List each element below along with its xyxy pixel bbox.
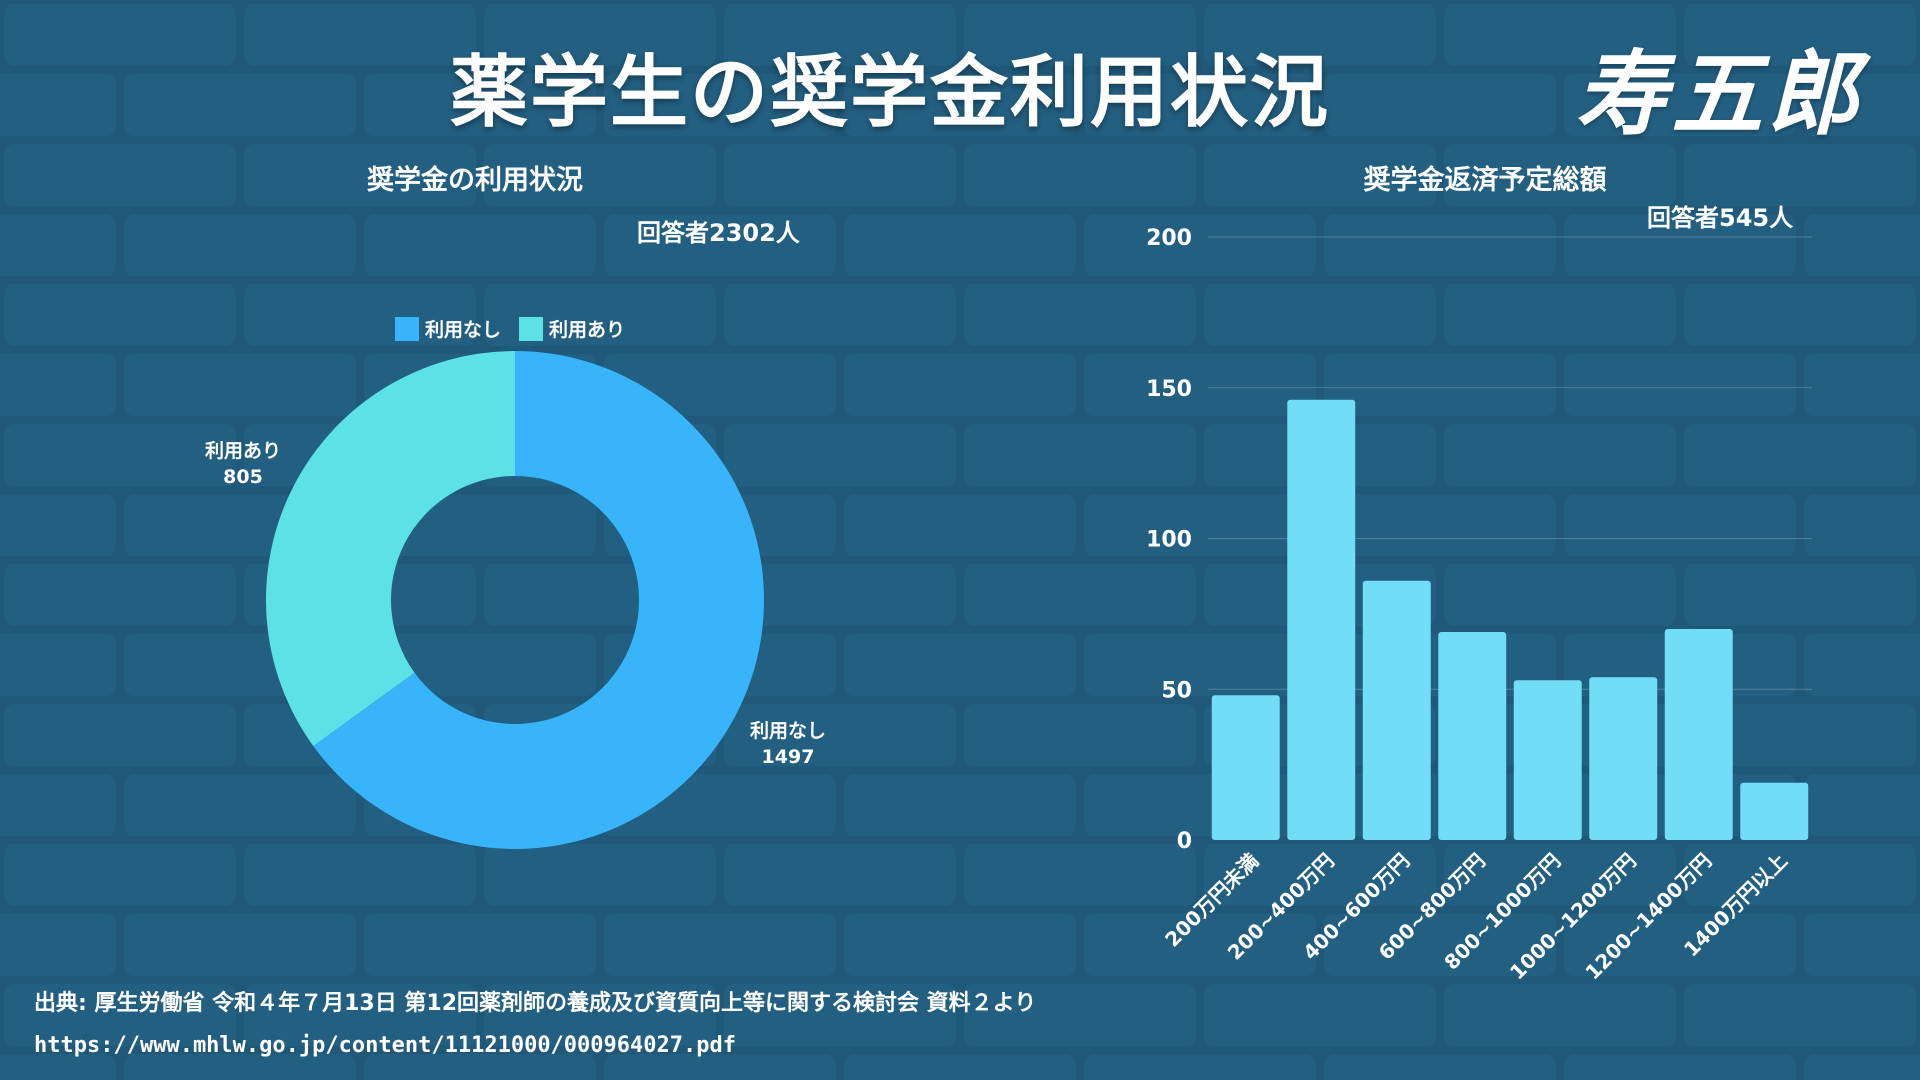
donut-respondents: 回答者2302人 xyxy=(637,219,800,247)
logo: 寿五郎 xyxy=(1575,40,1864,148)
source-citation: 出典: 厚生労働省 令和４年７月13日 第12回薬剤師の養成及び資質向上等に関す… xyxy=(34,991,1037,1016)
slice-label-used-value: 805 xyxy=(223,466,263,488)
donut-legend: 利用なし 利用あり xyxy=(395,315,643,342)
bar xyxy=(1589,677,1658,840)
y-tick-label: 150 xyxy=(1146,377,1192,402)
slice-label-none: 利用なし 1497 xyxy=(733,718,843,770)
bar xyxy=(1664,628,1733,840)
y-tick-label: 0 xyxy=(1177,829,1192,854)
donut-chart xyxy=(266,351,764,849)
y-tick-label: 50 xyxy=(1161,678,1192,703)
x-tick-label: 1200~1400万円 xyxy=(1580,849,1716,985)
donut-slice-none xyxy=(313,351,764,849)
slice-label-none-value: 1497 xyxy=(761,746,815,768)
legend-label-none: 利用なし xyxy=(425,319,502,341)
bar-respondents: 回答者545人 xyxy=(1647,204,1794,232)
slice-label-used: 利用あり 805 xyxy=(188,438,298,490)
donut-chart-title: 奨学金の利用状況 xyxy=(367,165,583,196)
bar xyxy=(1211,695,1280,840)
legend-swatch-none xyxy=(395,316,419,341)
y-tick-label: 100 xyxy=(1146,528,1192,553)
legend-label-used: 利用あり xyxy=(549,319,626,341)
slice-label-used-name: 利用あり xyxy=(204,440,281,462)
slice-label-none-name: 利用なし xyxy=(749,720,826,742)
donut-slice-used xyxy=(266,351,515,746)
bar-chart: 050100150200200万円未満200~400万円400~600万円600… xyxy=(1146,226,1812,985)
page-title: 薬学生の奨学金利用状況 xyxy=(449,48,1330,138)
x-tick-label: 1000~1200万円 xyxy=(1505,849,1641,985)
bar-chart-title: 奨学金返済予定総額 xyxy=(1363,165,1607,196)
bar xyxy=(1287,399,1356,840)
bar xyxy=(1362,580,1431,840)
legend-item-none: 利用なし xyxy=(395,315,501,342)
source-url[interactable]: https://www.mhlw.go.jp/content/11121000/… xyxy=(34,1033,736,1058)
bar xyxy=(1740,782,1809,840)
legend-item-used: 利用あり xyxy=(519,315,625,342)
y-tick-label: 200 xyxy=(1146,226,1192,251)
bar xyxy=(1513,680,1582,840)
legend-swatch-used xyxy=(519,316,544,341)
bar xyxy=(1438,631,1507,840)
